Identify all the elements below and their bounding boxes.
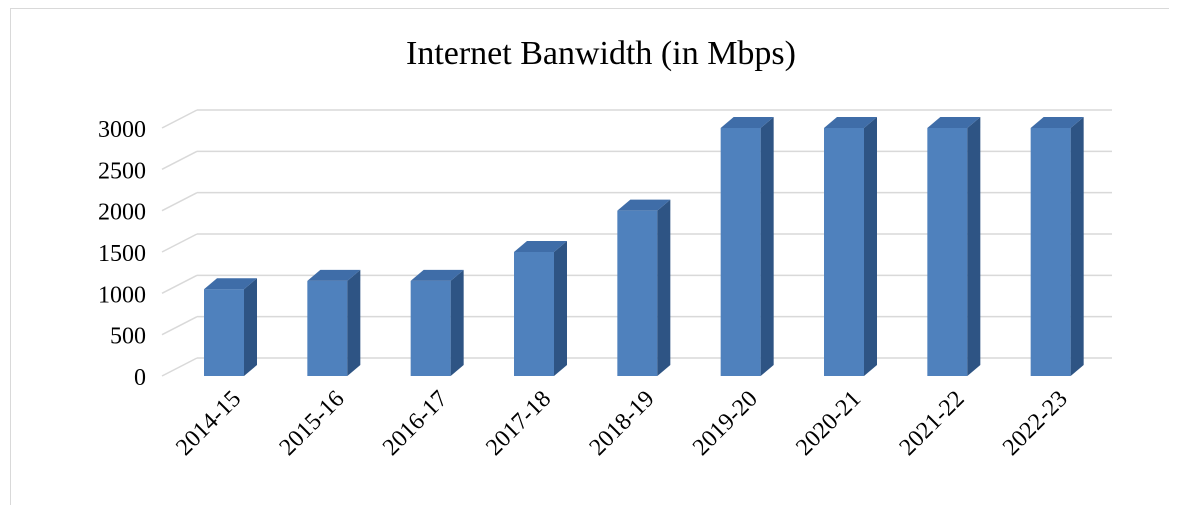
y-tick-label: 2500 bbox=[98, 158, 146, 184]
bar-side bbox=[450, 269, 464, 376]
gridline-depth bbox=[161, 233, 198, 253]
bar-front bbox=[410, 280, 451, 376]
bar-front bbox=[824, 128, 864, 376]
bar-side bbox=[347, 269, 361, 376]
bar-top bbox=[824, 117, 877, 128]
bar-side bbox=[657, 199, 671, 376]
bar-top bbox=[720, 117, 774, 128]
bar-front bbox=[307, 280, 348, 376]
bar-top bbox=[204, 278, 257, 290]
y-tick-label: 3000 bbox=[98, 117, 146, 143]
x-tick-label: 2015-16 bbox=[275, 386, 350, 461]
bar-side bbox=[967, 117, 981, 376]
y-tick-label: 500 bbox=[110, 324, 146, 350]
y-tick-label: 1000 bbox=[98, 282, 146, 308]
gridline-depth bbox=[161, 150, 198, 171]
x-axis: 2014-15 2015-16 2016-17 2017-18 2018-19 2019-… bbox=[171, 386, 1073, 461]
bar-side bbox=[864, 117, 877, 376]
bar-top bbox=[927, 117, 981, 128]
y-tick-label: 0 bbox=[134, 365, 146, 391]
bar-2019-20 bbox=[720, 117, 774, 376]
bar-2021-22 bbox=[927, 117, 981, 376]
bar-side bbox=[760, 117, 774, 376]
bar-front bbox=[1030, 128, 1071, 376]
bar-2016-17 bbox=[410, 269, 464, 376]
x-tick-label: 2020-21 bbox=[791, 386, 866, 461]
bar-top bbox=[410, 269, 464, 281]
bar-top bbox=[514, 241, 567, 252]
gridline-depth bbox=[161, 109, 198, 129]
bar-front bbox=[514, 252, 554, 376]
x-tick-label: 2019-20 bbox=[688, 386, 763, 461]
bar-side bbox=[244, 278, 257, 376]
bar-2020-21 bbox=[824, 117, 877, 376]
gridline-depth bbox=[161, 315, 198, 336]
bar-side bbox=[1070, 117, 1084, 376]
bar-front bbox=[720, 128, 761, 376]
chart-title: Internet Banwidth (in Mbps) bbox=[406, 35, 796, 72]
gridline-depth bbox=[161, 191, 198, 212]
bar-top bbox=[307, 269, 361, 281]
x-tick-label: 2022-23 bbox=[998, 386, 1073, 461]
x-tick-label: 2016-17 bbox=[378, 386, 453, 461]
bar-front bbox=[617, 210, 658, 376]
chart-frame bbox=[10, 8, 1169, 505]
bar-2022-23 bbox=[1030, 117, 1084, 376]
bar-2015-16 bbox=[307, 269, 361, 376]
gridline-depth bbox=[161, 274, 198, 295]
bars bbox=[204, 117, 1084, 376]
bar-top bbox=[1030, 117, 1084, 128]
bar-top bbox=[617, 199, 671, 211]
y-tick-label: 1500 bbox=[98, 241, 146, 267]
x-tick-label: 2021-22 bbox=[895, 386, 970, 461]
bar-2017-18 bbox=[514, 241, 567, 376]
bar-front bbox=[204, 289, 244, 376]
bar-2018-19 bbox=[617, 199, 671, 376]
x-tick-label: 2017-18 bbox=[481, 386, 556, 461]
x-tick-label: 2018-19 bbox=[585, 386, 660, 461]
x-tick-label: 2014-15 bbox=[171, 386, 246, 461]
gridline-depth bbox=[161, 357, 198, 377]
y-axis: 0 500 1000 1500 2000 2500 3000 bbox=[98, 117, 146, 391]
bar-front bbox=[927, 128, 968, 376]
bar-2014-15 bbox=[204, 278, 257, 376]
y-tick-label: 2000 bbox=[98, 200, 146, 226]
bar-side bbox=[554, 241, 567, 376]
